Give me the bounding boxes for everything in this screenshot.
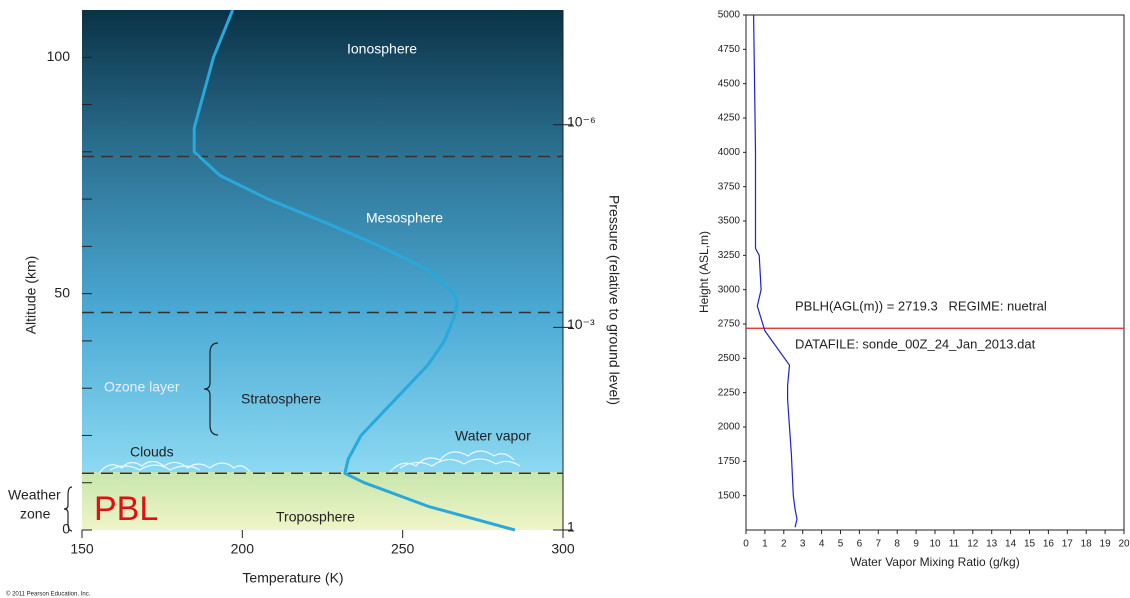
copyright: © 2011 Pearson Education, Inc. xyxy=(6,591,91,598)
x-axis-title: Temperature (K) xyxy=(242,570,343,586)
x-tick-label: 5 xyxy=(838,539,844,550)
plot-frame xyxy=(746,15,1124,530)
y-tick-label: 50 xyxy=(54,284,70,300)
y2-tick-label: 10⁻⁶ xyxy=(567,113,596,129)
annotation: zone xyxy=(20,506,51,522)
x-tick-label: 18 xyxy=(1081,539,1093,550)
annotation: Ionosphere xyxy=(347,41,417,57)
annotation: Ozone layer xyxy=(104,379,180,395)
y-axis-title: Altitude (km) xyxy=(23,256,39,335)
x-tick-label: 150 xyxy=(70,541,94,557)
figure: Ionosphere Mesosphere Ozone layer Strato… xyxy=(0,0,1130,598)
x-tick-label: 14 xyxy=(1005,539,1017,550)
y-tick-label: 3500 xyxy=(718,216,741,227)
x-tick-label: 9 xyxy=(913,539,919,550)
y-axis-title: Height (ASL,m) xyxy=(697,231,711,313)
annotation: Stratosphere xyxy=(241,391,321,407)
y2-tick-label: 1 xyxy=(567,519,575,535)
y2-axis-title: Pressure (relative to ground level) xyxy=(606,195,622,405)
y-tick-label: 2000 xyxy=(718,422,741,433)
x-tick-label: 19 xyxy=(1100,539,1112,550)
x-tick-label: 16 xyxy=(1043,539,1055,550)
x-tick-label: 3 xyxy=(800,539,806,550)
x-tick-label: 2 xyxy=(781,539,787,550)
sky-background xyxy=(82,10,563,472)
annotation: DATAFILE: sonde_00Z_24_Jan_2013.dat xyxy=(795,336,1036,351)
annotation: Water vapor xyxy=(455,428,531,444)
x-tick-label: 7 xyxy=(876,539,882,550)
x-tick-label: 6 xyxy=(857,539,863,550)
x-tick-label: 300 xyxy=(551,541,575,557)
x-axis-title: Water Vapor Mixing Ratio (g/kg) xyxy=(850,555,1019,569)
x-tick-label: 4 xyxy=(819,539,825,550)
annotation: Troposphere xyxy=(276,509,355,525)
x-tick-label: 250 xyxy=(391,541,415,557)
x-tick-label: 0 xyxy=(743,539,749,550)
x-tick-label: 15 xyxy=(1024,539,1036,550)
x-tick-label: 17 xyxy=(1062,539,1074,550)
y-tick-label: 2250 xyxy=(718,387,741,398)
y-tick-label: 4250 xyxy=(718,113,741,124)
annotation: PBLH(AGL(m)) = 2719.3 REGIME: nuetral xyxy=(795,298,1047,313)
y-tick-label: 5000 xyxy=(718,10,741,21)
y2-tick-label: 10⁻³ xyxy=(567,316,595,332)
y-tick-label: 3750 xyxy=(718,181,741,192)
x-tick-label: 10 xyxy=(929,539,941,550)
x-tick-label: 8 xyxy=(894,539,900,550)
y-tick-label: 0 xyxy=(62,521,70,537)
y-tick-label: 1500 xyxy=(718,490,741,501)
annotation: Weather xyxy=(8,487,61,503)
x-tick-label: 20 xyxy=(1118,539,1130,550)
atmosphere-chart: Ionosphere Mesosphere Ozone layer Strato… xyxy=(6,10,622,598)
y-tick-label: 4750 xyxy=(718,44,741,55)
annotation: Mesosphere xyxy=(366,210,443,226)
x-tick-label: 1 xyxy=(762,539,768,550)
x-tick-label: 12 xyxy=(967,539,979,550)
y-tick-label: 4000 xyxy=(718,147,741,158)
x-tick-label: 11 xyxy=(949,539,960,550)
annotation: Clouds xyxy=(130,444,174,460)
y-tick-label: 2750 xyxy=(718,319,741,330)
y-tick-label: 4500 xyxy=(718,78,741,89)
y-tick-label: 100 xyxy=(47,48,71,64)
x-tick-label: 13 xyxy=(986,539,998,550)
y-tick-label: 3250 xyxy=(718,250,741,261)
y-tick-label: 2500 xyxy=(718,353,741,364)
y-tick-label: 3000 xyxy=(718,284,741,295)
y-tick-label: 1750 xyxy=(718,456,741,467)
x-tick-label: 200 xyxy=(231,541,255,557)
sonde-chart: Water Vapor Mixing Ratio (g/kg) Height (… xyxy=(697,10,1130,570)
annotation: PBL xyxy=(94,490,158,528)
